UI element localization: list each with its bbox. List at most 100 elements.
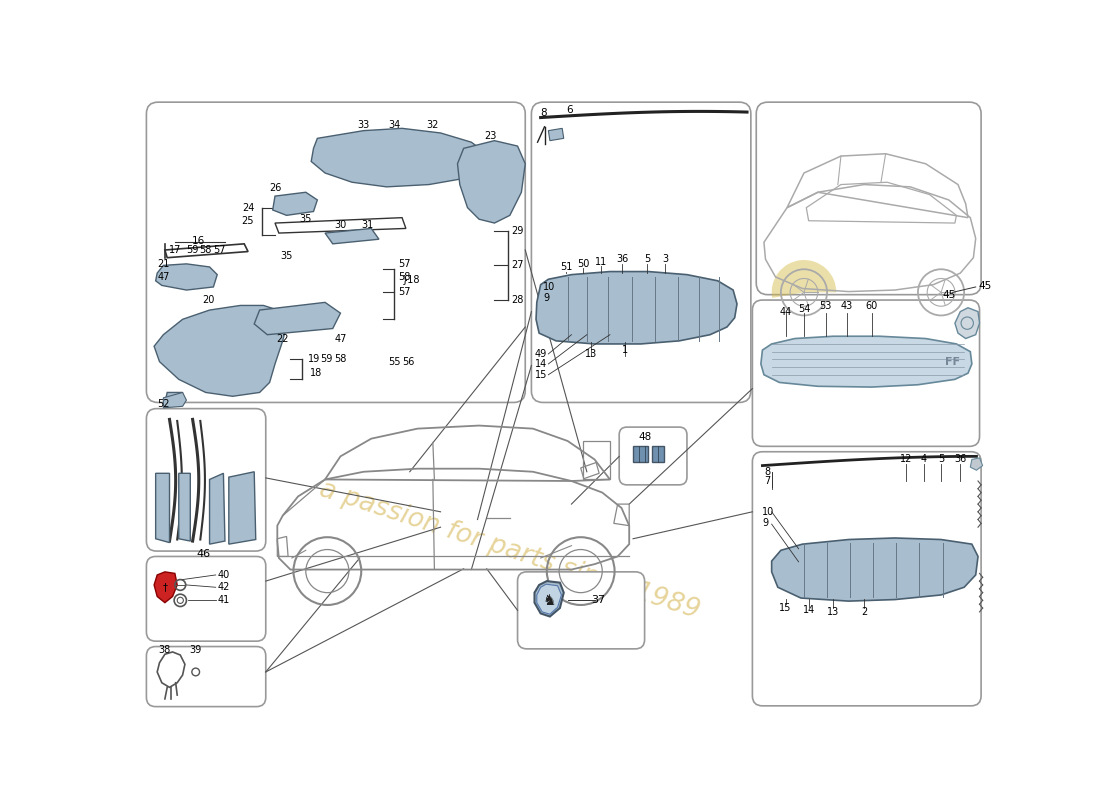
Text: 19: 19 (308, 354, 320, 364)
Text: 42: 42 (218, 582, 230, 592)
Text: 11: 11 (595, 257, 607, 266)
Text: 9: 9 (762, 518, 769, 528)
Text: 10: 10 (543, 282, 556, 292)
Text: 17: 17 (168, 245, 182, 255)
FancyBboxPatch shape (146, 646, 266, 706)
Text: 31: 31 (361, 220, 374, 230)
Text: 52: 52 (157, 399, 169, 409)
Text: 18: 18 (310, 368, 322, 378)
Text: 33: 33 (358, 120, 370, 130)
Text: 55: 55 (388, 357, 400, 366)
Text: 5: 5 (644, 254, 650, 264)
FancyBboxPatch shape (146, 409, 266, 551)
Text: 57: 57 (213, 245, 226, 255)
Text: 32: 32 (427, 120, 439, 130)
Polygon shape (163, 393, 186, 408)
Text: 56: 56 (402, 357, 415, 366)
Text: 35: 35 (280, 251, 293, 261)
Polygon shape (154, 572, 177, 602)
Polygon shape (772, 538, 978, 601)
Text: 14: 14 (535, 359, 547, 369)
Text: 47: 47 (157, 272, 169, 282)
Text: 58: 58 (199, 245, 212, 255)
Wedge shape (772, 260, 836, 298)
Polygon shape (548, 128, 563, 141)
Text: 6: 6 (566, 105, 573, 115)
Text: 13: 13 (827, 607, 839, 617)
Text: 58: 58 (398, 272, 410, 282)
Polygon shape (970, 458, 982, 470)
Polygon shape (761, 336, 972, 387)
Text: 51: 51 (560, 262, 572, 272)
Text: 37: 37 (592, 595, 605, 606)
Text: 39: 39 (189, 646, 201, 655)
Text: 44: 44 (780, 306, 792, 317)
Text: a passion for parts since 1989: a passion for parts since 1989 (317, 476, 703, 624)
Polygon shape (326, 229, 378, 244)
Text: 2: 2 (861, 607, 867, 617)
Text: 13: 13 (584, 349, 597, 359)
Text: 45: 45 (942, 290, 956, 300)
Text: 12: 12 (900, 454, 913, 465)
Text: 40: 40 (218, 570, 230, 580)
Text: 48: 48 (639, 432, 652, 442)
Text: 20: 20 (201, 295, 214, 305)
Text: 57: 57 (398, 287, 410, 298)
Text: 15: 15 (779, 603, 792, 613)
Text: 46: 46 (196, 549, 210, 559)
Polygon shape (209, 474, 224, 544)
Text: 24: 24 (242, 202, 254, 213)
Text: 54: 54 (798, 303, 811, 314)
Text: 4: 4 (921, 454, 927, 465)
Text: FF: FF (945, 358, 960, 367)
Polygon shape (634, 446, 649, 462)
Polygon shape (536, 271, 737, 344)
Text: 59: 59 (186, 245, 199, 255)
Text: 8: 8 (763, 466, 770, 477)
Polygon shape (156, 474, 169, 542)
Polygon shape (535, 581, 563, 617)
Text: 30: 30 (334, 220, 346, 230)
Text: 47: 47 (334, 334, 346, 343)
Text: 28: 28 (512, 295, 524, 305)
Text: 16: 16 (191, 236, 205, 246)
Polygon shape (154, 306, 286, 396)
Text: 36: 36 (954, 454, 967, 465)
Text: 21: 21 (157, 259, 169, 269)
Text: 14: 14 (803, 606, 815, 615)
Text: 22: 22 (276, 334, 289, 343)
FancyBboxPatch shape (752, 300, 980, 446)
Text: 36: 36 (616, 254, 628, 264)
FancyBboxPatch shape (146, 102, 526, 402)
Polygon shape (311, 128, 486, 187)
Polygon shape (537, 584, 561, 614)
Polygon shape (229, 472, 255, 544)
Text: 25: 25 (242, 216, 254, 226)
Text: 60: 60 (866, 302, 878, 311)
FancyBboxPatch shape (531, 102, 751, 402)
Text: }18: }18 (403, 274, 420, 284)
Text: 9: 9 (543, 293, 549, 302)
Polygon shape (156, 264, 218, 290)
Text: 57: 57 (398, 259, 410, 269)
Text: 49: 49 (535, 349, 547, 359)
Text: 3: 3 (662, 254, 669, 264)
FancyBboxPatch shape (517, 572, 645, 649)
Polygon shape (955, 308, 980, 338)
Text: 34: 34 (388, 120, 400, 130)
Text: 5: 5 (938, 454, 944, 465)
FancyBboxPatch shape (619, 427, 686, 485)
Text: 58: 58 (334, 354, 346, 364)
Polygon shape (458, 141, 526, 223)
Polygon shape (254, 302, 341, 334)
Text: 1: 1 (623, 345, 628, 355)
Text: †: † (163, 582, 168, 592)
Text: 29: 29 (512, 226, 524, 236)
FancyBboxPatch shape (757, 102, 981, 294)
Text: 45: 45 (978, 281, 991, 291)
Polygon shape (165, 393, 183, 402)
Polygon shape (178, 474, 190, 541)
Text: 41: 41 (218, 595, 230, 606)
Text: 38: 38 (158, 646, 170, 655)
Text: 53: 53 (820, 302, 832, 311)
